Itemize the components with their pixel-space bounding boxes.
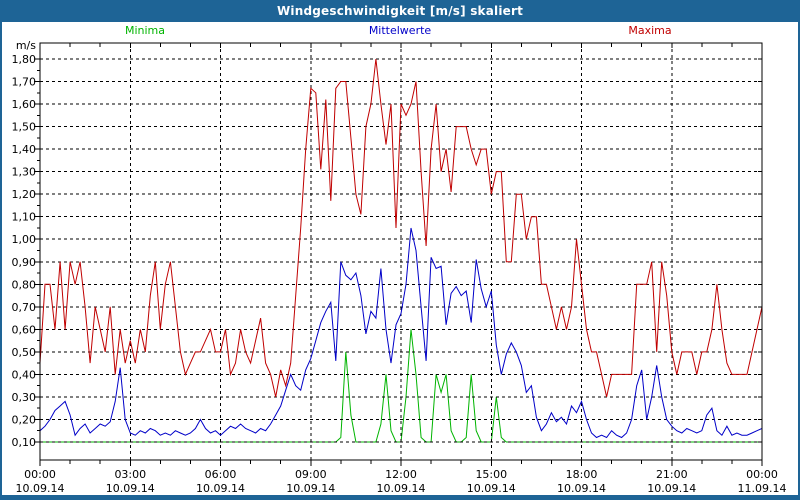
x-tick-date: 10.09.14 [467,482,516,495]
x-tick-time: 06:00 [205,468,237,481]
x-tick-date: 10.09.14 [647,482,696,495]
legend-mittelwerte: Mittelwerte [368,24,432,37]
x-tick-time: 09:00 [295,468,327,481]
y-tick-label: 0,60 [12,323,37,336]
y-tick-label: 0,90 [12,256,37,269]
y-tick-label: 0,40 [12,368,37,381]
y-tick-label: 0,10 [12,436,37,449]
maxima-series-line [40,58,762,398]
y-tick-label: 1,30 [12,166,37,179]
y-tick-label: 1,60 [12,98,37,111]
chart-legend: Minima Mittelwerte Maxima [2,24,798,38]
x-tick-date: 10.09.14 [196,482,245,495]
y-tick-label: 1,70 [12,76,37,89]
y-tick-label: 0,30 [12,391,37,404]
x-tick-date: 10.09.14 [557,482,606,495]
y-tick-label: 1,40 [12,143,37,156]
x-tick-time: 03:00 [114,468,146,481]
x-tick-labels: 00:0010.09.1403:0010.09.1406:0010.09.140… [16,468,787,495]
wind-speed-chart: 1,80 1,70 1,60 1,50 1,40 1,30 1,20 1,10 1,00 0,90… [12,42,787,495]
mittelwerte-series-line [40,227,762,439]
title-bar: Windgeschwindigkeit [m/s] skaliert [2,0,798,22]
x-tick-date: 11.09.14 [738,482,787,495]
x-tick-time: 15:00 [475,468,507,481]
x-tick-date: 10.09.14 [16,482,65,495]
x-tick-date: 10.09.14 [106,482,155,495]
y-tick-label: 1,80 [12,53,37,66]
x-tick-date: 10.09.14 [377,482,426,495]
x-tick-time: 00:00 [746,468,778,481]
legend-minima: Minima [124,24,166,37]
y-axis-unit-label: m/s [15,39,36,52]
y-tick-label: 1,10 [12,211,37,224]
x-tick-time: 00:00 [24,468,56,481]
tick-marks [34,43,763,466]
x-tick-time: 18:00 [566,468,598,481]
x-tick-time: 21:00 [656,468,688,481]
x-tick-date: 10.09.14 [286,482,335,495]
y-tick-label: 0,20 [12,414,37,427]
y-tick-label: 0,70 [12,301,37,314]
window-title: Windgeschwindigkeit [m/s] skaliert [276,4,524,18]
y-tick-label: 0,50 [12,346,37,359]
y-tick-label: 1,00 [12,233,37,246]
y-tick-labels: 1,80 1,70 1,60 1,50 1,40 1,30 1,20 1,10 1,00 0,90… [12,53,37,449]
y-tick-label: 1,50 [12,121,37,134]
x-tick-time: 12:00 [385,468,417,481]
legend-maxima: Maxima [628,24,672,37]
y-tick-label: 0,80 [12,278,37,291]
y-tick-label: 1,20 [12,188,37,201]
